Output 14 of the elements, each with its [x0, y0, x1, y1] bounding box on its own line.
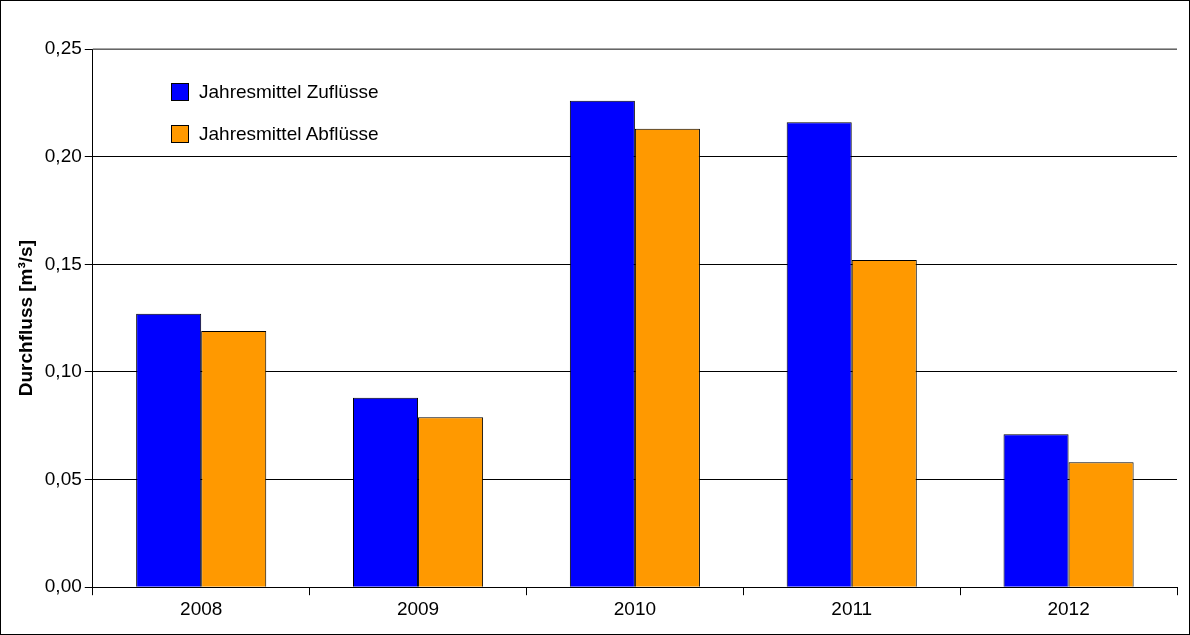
x-tick-label: 2009 — [396, 597, 440, 619]
y-tick-label: 0,10 — [44, 360, 82, 382]
x-tick-label: 2008 — [180, 597, 223, 619]
y-tick-label: 0,15 — [44, 252, 82, 274]
legend-label: Jahresmittel Abflüsse — [199, 123, 379, 145]
y-tick-label: 0,20 — [44, 144, 82, 166]
y-tick-label: 0,00 — [44, 575, 82, 597]
x-tick-label: 2010 — [613, 597, 657, 619]
y-tick-label: 0,05 — [44, 467, 82, 489]
legend-label: Jahresmittel Zuflüsse — [199, 81, 379, 103]
y-axis-title: Durchfluss [m³/s] — [14, 239, 36, 397]
y-tick-label: 0,25 — [44, 37, 82, 59]
x-tick-label: 2011 — [831, 597, 873, 619]
x-tick-label: 2012 — [1047, 597, 1090, 619]
